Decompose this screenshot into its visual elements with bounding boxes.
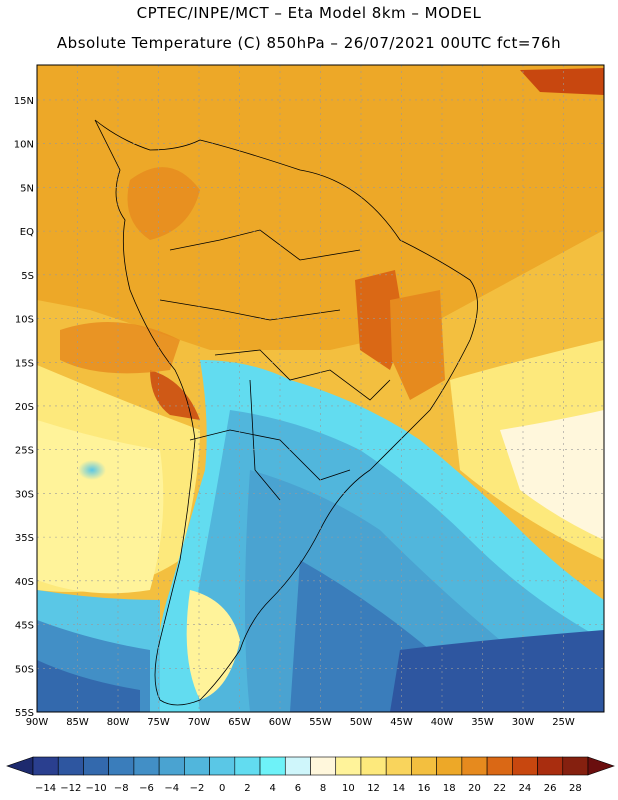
lat-tick-label: 35S	[15, 533, 34, 544]
lat-tick-label: 10S	[15, 315, 34, 326]
lon-tick-label: 65W	[228, 717, 251, 728]
colorbar-swatch	[158, 756, 185, 776]
colorbar-swatch	[184, 756, 210, 776]
colorbar-over-arrow	[587, 756, 615, 776]
colorbar-swatch	[209, 756, 236, 776]
colorbar-swatch	[562, 756, 589, 776]
lat-tick-label: 55S	[15, 708, 34, 719]
colorbar-swatch	[486, 756, 513, 776]
colorbar-label: 6	[295, 783, 301, 794]
lon-tick-label: 80W	[107, 717, 130, 728]
colorbar-label: −8	[114, 783, 129, 794]
colorbar-swatch	[335, 756, 362, 776]
colorbar-label: 24	[519, 783, 532, 794]
colorbar-swatch	[411, 756, 437, 776]
lon-tick-label: 35W	[471, 717, 494, 728]
lat-tick-label: 15S	[15, 358, 34, 369]
lon-tick-label: 55W	[309, 717, 332, 728]
lat-tick-label: 20S	[15, 402, 34, 413]
colorbar-label: 20	[468, 783, 481, 794]
colorbar-swatch	[461, 756, 488, 776]
lat-tick-label: 15N	[14, 96, 34, 107]
lat-tick-label: 25S	[15, 446, 34, 457]
lon-tick-label: 75W	[147, 717, 170, 728]
colorbar-label: −6	[139, 783, 154, 794]
title-line-1: CPTEC/INPE/MCT – Eta Model 8km – MODEL	[136, 4, 482, 22]
colorbar-under-arrow	[6, 756, 34, 776]
colorbar: −14 −12 −10 −8 −6 −4 −2 0 2 4 6 8 10 12 14 16 18 20 22 24 26…	[6, 756, 615, 794]
colorbar-label: 22	[493, 783, 506, 794]
colorbar-label: −2	[190, 783, 205, 794]
lat-tick-label: 5N	[20, 183, 34, 194]
lat-tick-label: EQ	[20, 227, 34, 238]
colorbar-swatch	[436, 756, 463, 776]
colorbar-swatch	[537, 756, 564, 776]
lon-tick-label: 45W	[390, 717, 413, 728]
lon-tick-label: 50W	[350, 717, 373, 728]
colorbar-label: −10	[86, 783, 107, 794]
colorbar-swatch	[284, 756, 311, 776]
coastlines	[94, 119, 478, 706]
lon-tick-label: 85W	[66, 717, 89, 728]
colorbar-label: 10	[342, 783, 355, 794]
colorbar-swatch	[133, 756, 160, 776]
colorbar-swatch	[83, 756, 109, 776]
colorbar-label: 26	[544, 783, 557, 794]
lat-tick-label: 30S	[15, 489, 34, 500]
colorbar-label: 28	[569, 783, 582, 794]
colorbar-swatch	[234, 756, 261, 776]
colorbar-label: −12	[60, 783, 81, 794]
colorbar-label: 14	[392, 783, 405, 794]
lon-tick-label: 90W	[26, 717, 49, 728]
colorbar-label: 0	[219, 783, 225, 794]
colorbar-swatch	[360, 756, 387, 776]
lat-tick-label: 50S	[15, 664, 34, 675]
lon-tick-label: 25W	[552, 717, 575, 728]
colorbar-label: 8	[320, 783, 326, 794]
colorbar-label: −4	[164, 783, 179, 794]
colorbar-swatch	[57, 756, 84, 776]
colorbar-swatch	[108, 756, 135, 776]
colorbar-label: −14	[35, 783, 56, 794]
colorbar-label: 2	[244, 783, 250, 794]
lon-tick-label: 40W	[431, 717, 454, 728]
colorbar-label: 16	[418, 783, 431, 794]
colorbar-label: 4	[269, 783, 275, 794]
temperature-field	[37, 65, 604, 712]
colorbar-swatch	[512, 756, 538, 776]
title-line-2: Absolute Temperature (C) 850hPa – 26/07/…	[56, 34, 562, 52]
lon-tick-label: 60W	[269, 717, 292, 728]
colorbar-swatch	[310, 756, 337, 776]
lat-tick-label: 10N	[14, 140, 34, 151]
lat-tick-label: 40S	[15, 577, 34, 588]
colorbar-swatch	[259, 756, 286, 776]
colorbar-label: 12	[367, 783, 380, 794]
colorbar-label: 18	[443, 783, 456, 794]
colorbar-swatch	[32, 756, 59, 776]
lat-tick-label: 5S	[21, 271, 34, 282]
lat-tick-label: 45S	[15, 621, 34, 632]
lon-tick-label: 70W	[188, 717, 211, 728]
graticule	[37, 65, 604, 712]
colorbar-swatch	[385, 756, 412, 776]
lon-tick-label: 30W	[512, 717, 535, 728]
plot-frame	[36, 64, 605, 713]
